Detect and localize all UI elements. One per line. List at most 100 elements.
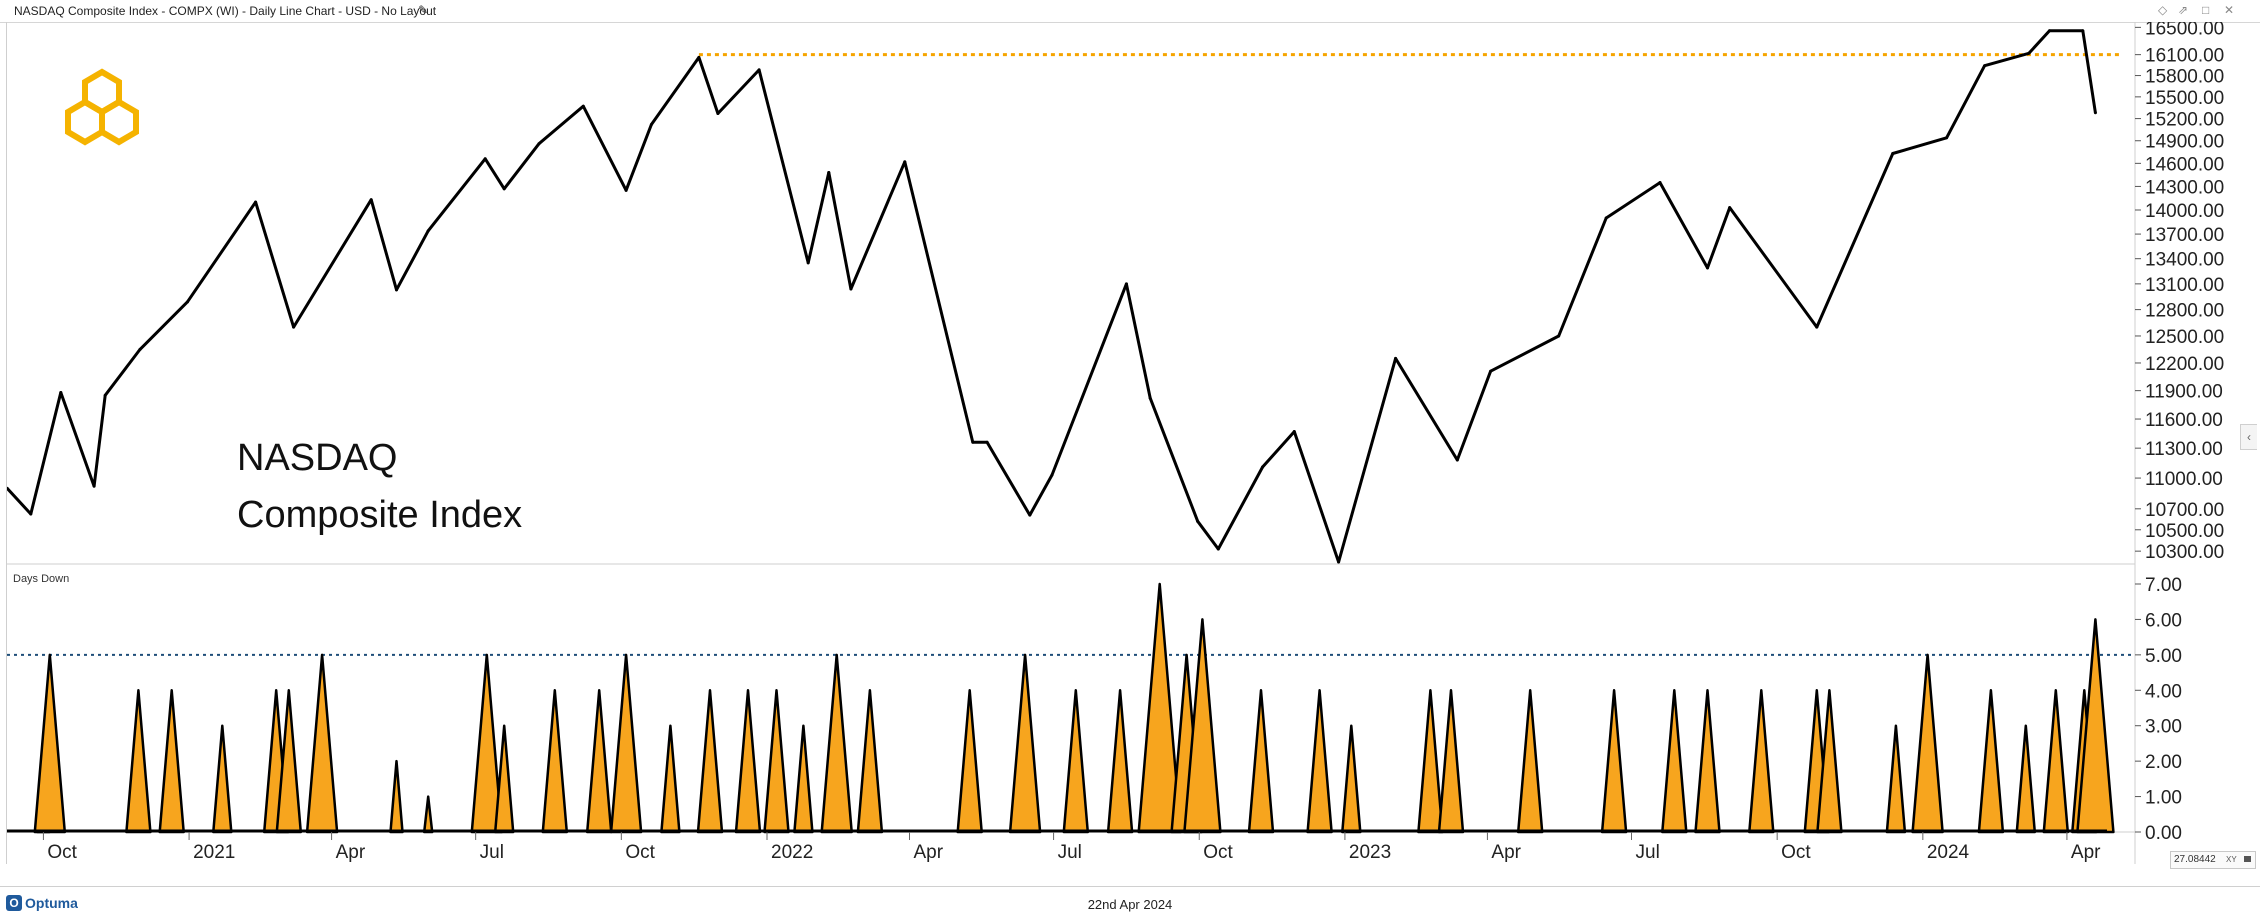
days-down-spike <box>33 653 67 834</box>
days-down-spike <box>1600 689 1628 834</box>
optuma-logo-icon: O <box>6 895 22 911</box>
price-point <box>483 157 487 161</box>
price-point <box>426 229 430 233</box>
x-tick-label: Oct <box>1781 842 1811 863</box>
x-tick-label: Apr <box>336 842 366 863</box>
price-y-tick-label: 16500.00 <box>2145 22 2224 39</box>
days-down-spike <box>1062 689 1090 834</box>
annotation-line-1: NASDAQ <box>237 437 397 479</box>
float-icon[interactable]: ⇗ <box>2178 3 2189 17</box>
price-y-tick-label: 16100.00 <box>2145 46 2224 67</box>
price-y-tick-label: 14600.00 <box>2145 154 2224 175</box>
window-titlebar: NASDAQ Composite Index - COMPX (WI) - Da… <box>0 0 2260 23</box>
price-point <box>757 68 761 72</box>
days-down-spike <box>1885 724 1907 834</box>
annotation-line-2: Composite Index <box>237 494 522 536</box>
x-tick-label: Jul <box>480 842 504 863</box>
days-down-spike <box>2042 689 2070 834</box>
x-axis: Oct 2021 Apr Jul Oct 2022 Apr Jul Oct 2023 Apr Jul O… <box>42 832 2101 863</box>
price-y-tick-label: 12500.00 <box>2145 327 2224 348</box>
price-y-tick-label: 15500.00 <box>2145 88 2224 109</box>
price-y-tick-label: 14900.00 <box>2145 132 2224 153</box>
price-y-tick-label: 11600.00 <box>2145 410 2223 431</box>
price-point <box>2048 29 2051 33</box>
price-y-tick-label: 11300.00 <box>2145 439 2223 460</box>
days-down-title: Days Down <box>13 573 69 585</box>
price-y-tick-label: 12800.00 <box>2145 301 2224 322</box>
days-down-spike <box>422 795 434 834</box>
price-point <box>1028 513 1032 517</box>
days-down-spike <box>1008 653 1042 834</box>
price-point <box>92 484 96 488</box>
days-down-panel: 0.00 1.00 2.00 3.00 4.00 5.00 6.00 7.00 <box>7 575 2182 844</box>
x-tick-label: 2021 <box>193 842 235 863</box>
footer-date: 22nd Apr 2024 <box>1087 897 1173 912</box>
days-down-spike <box>734 689 762 834</box>
days-down-spike <box>541 689 569 834</box>
price-point <box>1604 216 1608 220</box>
price-point <box>1557 334 1561 338</box>
price-point <box>292 325 296 329</box>
edit-pencil-icon[interactable]: ✎ <box>418 3 429 17</box>
price-point <box>985 440 989 444</box>
price-y-tick-label: 13400.00 <box>2145 250 2224 271</box>
x-tick-label: Jul <box>1636 842 1660 863</box>
days-down-spike <box>585 689 613 834</box>
days-down-spike <box>609 653 643 834</box>
price-y-tick-label: 12200.00 <box>2145 354 2224 375</box>
days-down-spike <box>696 689 724 834</box>
price-y-tick-label: 14000.00 <box>2145 201 2224 222</box>
price-point <box>138 347 142 351</box>
price-point <box>649 122 653 126</box>
optuma-brand: O Optuma <box>6 895 78 911</box>
price-point <box>581 104 585 108</box>
x-tick-label: Apr <box>1491 842 1521 863</box>
collapse-panel-button[interactable]: ‹ <box>2240 424 2257 450</box>
price-point <box>369 198 373 202</box>
price-y-tick-label: 15200.00 <box>2145 110 2224 131</box>
days-down-spike <box>660 724 681 834</box>
days-down-spike <box>1437 689 1465 834</box>
days-down-spike <box>1661 689 1688 834</box>
x-tick-label: Oct <box>625 842 655 863</box>
price-y-tick-label: 10700.00 <box>2145 500 2224 521</box>
price-point <box>1658 181 1662 185</box>
days-down-spike <box>956 689 983 834</box>
price-point <box>1489 369 1493 373</box>
readout-value: 27.08442 <box>2174 854 2216 865</box>
days-down-spike <box>820 653 853 834</box>
price-point <box>1983 64 1987 68</box>
price-point <box>1261 465 1265 469</box>
price-point <box>1706 266 1709 270</box>
chart-frame[interactable]: 10300.00 10500.00 10700.00 11000.00 11300.00… <box>6 22 2224 864</box>
price-point <box>1196 519 1200 523</box>
days-down-spike <box>793 724 814 834</box>
dd-y-tick-label: 3.00 <box>2145 717 2182 738</box>
x-tick-label: Oct <box>1203 842 1233 863</box>
price-point <box>1216 547 1220 551</box>
lock-icon[interactable] <box>2244 856 2251 862</box>
pin-icon[interactable]: ◇ <box>2158 3 2168 17</box>
dd-y-tick-label: 2.00 <box>2145 752 2182 773</box>
readout-mode[interactable]: XY <box>2226 855 2237 864</box>
price-point <box>1337 560 1341 564</box>
price-point <box>254 200 258 204</box>
close-icon[interactable]: ✕ <box>2224 3 2235 17</box>
price-point <box>537 142 541 146</box>
price-point <box>1124 282 1128 286</box>
x-tick-label: 2024 <box>1927 842 1970 863</box>
price-point <box>624 188 628 192</box>
price-y-tick-label: 14300.00 <box>2145 177 2224 198</box>
days-down-spike <box>1247 689 1275 834</box>
maximize-icon[interactable]: □ <box>2202 3 2210 17</box>
x-tick-label: 2022 <box>771 842 813 863</box>
price-point <box>59 391 63 395</box>
price-point <box>1394 356 1398 360</box>
days-down-spike <box>1106 689 1134 834</box>
price-point <box>1815 325 1819 329</box>
days-down-spike <box>856 689 884 834</box>
days-down-spike <box>1694 689 1721 834</box>
price-point <box>903 160 907 164</box>
price-point <box>103 393 107 397</box>
